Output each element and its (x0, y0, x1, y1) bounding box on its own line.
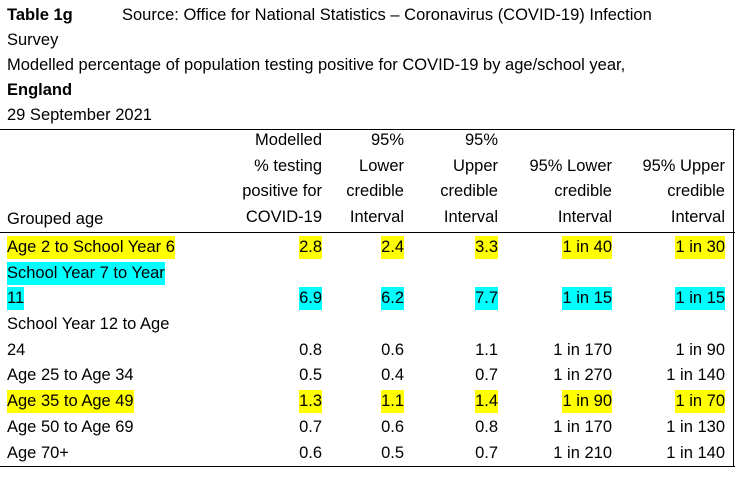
column-header-line: Interval (670, 207, 725, 226)
source-line: Source: Office for National Statistics –… (122, 6, 652, 24)
column-header-line: % testing (254, 156, 322, 175)
column-header-line: Interval (443, 207, 498, 226)
row-value: 1 in 15 (562, 287, 612, 311)
row-label: Age 35 to Age 49 (7, 390, 134, 414)
row-value: 0.5 (299, 366, 322, 385)
row-value: 1 in 90 (562, 390, 612, 414)
row-value: 0.5 (381, 443, 404, 462)
row-value: 1.1 (381, 390, 404, 414)
row-label: Age 50 to Age 69 (7, 418, 134, 436)
row-label: 11 (7, 287, 25, 311)
row-value: 0.7 (475, 366, 498, 385)
column-header-line: COVID-19 (245, 207, 322, 226)
row-value: 1 in 30 (675, 236, 725, 259)
row-value: 1.1 (475, 340, 498, 359)
row-value: 6.9 (299, 287, 322, 311)
row-value: 1 in 170 (553, 340, 612, 359)
row-value: 0.8 (475, 418, 498, 436)
row-value: 1 in 130 (666, 418, 725, 436)
column-header-line: 95% (370, 131, 404, 149)
row-value: 1.4 (475, 390, 498, 414)
column-header-line: 95% Lower (529, 156, 612, 175)
column-header-line: 95% Upper (642, 156, 725, 175)
row-value: 0.6 (381, 418, 404, 436)
row-value: 0.7 (299, 418, 322, 436)
row-value: 1 in 140 (666, 443, 725, 462)
row-label: Age 25 to Age 34 (7, 366, 134, 385)
row-value: 2.8 (299, 236, 322, 259)
header-bottom-rule (0, 232, 735, 233)
row-value: 1 in 40 (562, 236, 612, 259)
row-value: 0.8 (299, 340, 322, 359)
row-value: 1 in 90 (675, 340, 725, 359)
column-header-line: Upper (453, 156, 498, 175)
table-id: Table 1g (7, 6, 73, 24)
column-header-line: Lower (359, 156, 404, 175)
column-header-line: Interval (557, 207, 612, 226)
row-value: 2.4 (381, 236, 404, 259)
row-value: 0.4 (381, 366, 404, 385)
row-value: 7.7 (475, 287, 498, 311)
row-label: School Year 12 to Age (7, 315, 170, 334)
column-header-line: credible (667, 182, 725, 200)
region-label: England (7, 81, 73, 99)
row-value: 0.6 (381, 340, 404, 359)
row-value: 1 in 210 (553, 443, 612, 462)
grouped-age-header: Grouped age (7, 210, 104, 228)
release-date: 29 September 2021 (7, 106, 152, 124)
table-top-rule (0, 129, 735, 130)
column-header-line: credible (554, 182, 612, 200)
row-value: 1 in 170 (553, 418, 612, 436)
column-header-line: positive for (242, 182, 322, 200)
column-header-line: 95% (464, 131, 498, 149)
source-line-cont: Survey (7, 31, 59, 49)
row-value: 1 in 270 (553, 366, 612, 385)
row-label: School Year 7 to Year (7, 261, 165, 285)
table-bottom-rule (0, 466, 735, 467)
table-right-rule (733, 129, 734, 466)
row-value: 1 in 140 (666, 366, 725, 385)
row-value: 0.7 (475, 443, 498, 462)
column-header-line: credible (440, 182, 498, 200)
row-label: Age 70+ (7, 443, 69, 462)
column-header-line: Interval (349, 207, 404, 226)
row-label: Age 2 to School Year 6 (7, 236, 175, 259)
table-description: Modelled percentage of population testin… (7, 56, 626, 74)
row-value: 3.3 (475, 236, 498, 259)
row-value: 1 in 70 (675, 390, 725, 414)
column-header-line: Modelled (255, 131, 322, 149)
row-value: 0.6 (299, 443, 322, 462)
column-header-line: credible (346, 182, 404, 200)
row-value: 1 in 15 (675, 287, 725, 311)
row-value: 1.3 (299, 390, 322, 414)
row-value: 6.2 (381, 287, 404, 311)
row-label: 24 (7, 340, 26, 359)
